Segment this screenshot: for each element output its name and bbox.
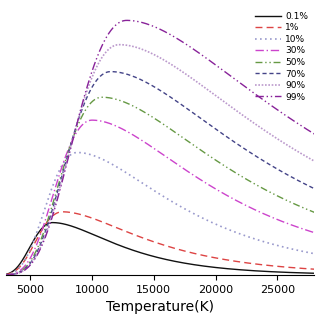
Legend: 0.1%, 1%, 10%, 30%, 50%, 70%, 90%, 99%: 0.1%, 1%, 10%, 30%, 50%, 70%, 90%, 99% (253, 10, 310, 103)
X-axis label: Temperature(K): Temperature(K) (106, 300, 214, 315)
